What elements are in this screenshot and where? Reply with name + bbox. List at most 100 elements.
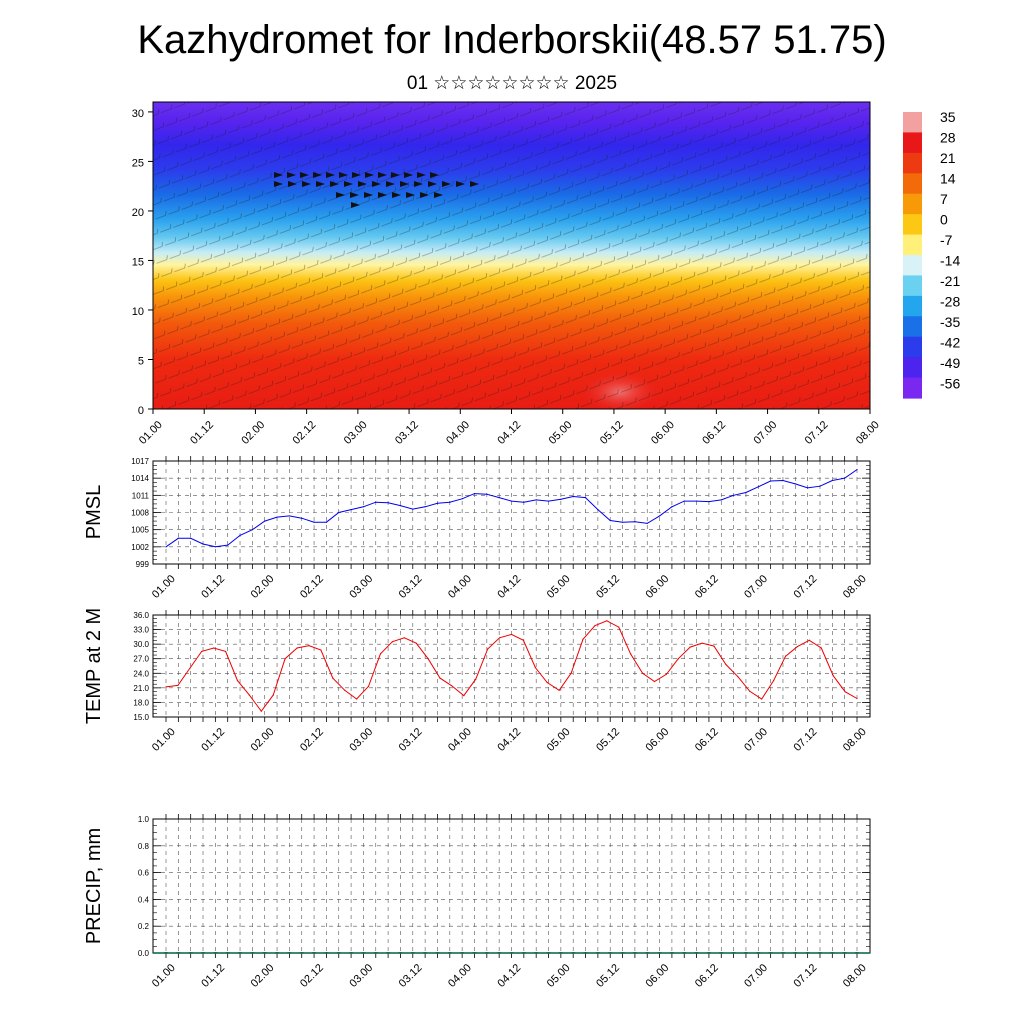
pmsl-ytick-label: 1014 — [131, 474, 149, 483]
temp-xtick-label: 05.00 — [545, 726, 573, 754]
temp-data-point — [737, 676, 739, 678]
wind-arrow — [386, 181, 395, 187]
temp-data-point — [844, 691, 846, 693]
temp-data-point — [677, 658, 679, 660]
temp-xtick-label: 03.12 — [397, 726, 425, 754]
heatmap-xtick-label: 05.00 — [547, 419, 575, 447]
precip-xtick-label: 05.00 — [545, 962, 573, 990]
pmsl-xtick-label: 06.12 — [693, 573, 721, 601]
pmsl-data-point — [634, 521, 636, 523]
pmsl-data-point — [658, 515, 661, 517]
precip-xtick-label: 01.12 — [199, 962, 227, 990]
wind-arrow — [300, 172, 309, 178]
colorbar-label: -14 — [940, 253, 960, 269]
pmsl-data-point — [190, 537, 192, 539]
colorbar-label: -7 — [940, 232, 953, 248]
pmsl-data-point — [720, 499, 722, 501]
pmsl-data-point — [288, 515, 290, 517]
pmsl-data-point — [251, 529, 253, 531]
temp-xtick-label: 05.12 — [594, 726, 622, 754]
pmsl-panel: 999 1002 1005 1008 1011 1014 1017 01.00 01.12 02.… — [83, 456, 871, 601]
precip-xtick-label: 07.12 — [792, 962, 820, 990]
colorbar-swatch — [903, 275, 922, 297]
precip-xtick-label: 03.12 — [397, 962, 425, 990]
pmsl-data-point — [461, 498, 463, 500]
pmsl-data-point — [362, 506, 365, 508]
pmsl-data-point — [486, 493, 488, 495]
wind-arrow — [470, 181, 479, 187]
wind-arrow — [391, 172, 400, 178]
temp-data-point — [498, 637, 501, 639]
pmsl-data-point — [473, 493, 476, 495]
colorbar-label: -42 — [940, 335, 960, 351]
pmsl-data-point — [708, 501, 710, 503]
colorbar-swatch — [903, 377, 922, 399]
temp-xtick-label: 02.00 — [249, 726, 277, 754]
heatmap-ytick-label: 10 — [132, 306, 144, 318]
pmsl-data-point — [177, 537, 179, 539]
precip-xtick-label: 04.12 — [495, 962, 523, 990]
pmsl-data-point — [239, 534, 241, 536]
temp-data-point — [367, 685, 370, 688]
wind-arrow — [420, 192, 429, 198]
precip-panel: 0.0 0.2 0.4 0.6 0.8 1.0 01.00 01.12 02.00 02.12 03… — [83, 814, 871, 990]
temp-data-point — [534, 666, 536, 669]
colorbar-label: -35 — [940, 314, 960, 330]
temp-ytick-label: 18.0 — [133, 698, 149, 707]
temp-data-point — [832, 675, 834, 677]
pmsl-data-point — [535, 499, 537, 501]
wind-arrow — [351, 202, 360, 208]
pmsl-xtick-label: 08.00 — [841, 573, 869, 601]
colorbar-swatch — [903, 152, 922, 174]
pmsl-xtick-label: 06.00 — [643, 573, 671, 601]
pmsl-data-point — [856, 468, 858, 471]
pmsl-xtick-label: 04.12 — [495, 573, 523, 601]
heatmap-xtick-label: 05.12 — [598, 419, 626, 447]
precip-xtick-label: 02.12 — [298, 962, 326, 990]
pmsl-data-point — [276, 516, 278, 518]
temp-data-point — [224, 650, 227, 653]
temp-xtick-label: 04.12 — [495, 726, 523, 754]
temp-data-point — [618, 626, 620, 628]
wind-arrow — [456, 181, 465, 187]
precip-xtick-label: 03.00 — [347, 962, 375, 990]
wind-arrow — [316, 181, 325, 187]
heatmap-xtick-label: 06.00 — [649, 419, 677, 447]
precip-xtick-label: 01.00 — [150, 962, 178, 990]
pmsl-data-point — [214, 546, 216, 548]
pmsl-xtick-label: 03.12 — [397, 573, 425, 601]
colorbar-swatch — [903, 173, 922, 195]
temp-data-point — [522, 639, 525, 641]
heatmap-ytick-label: 5 — [138, 355, 144, 367]
colorbar-label: -49 — [940, 355, 960, 371]
colorbar-label: 35 — [940, 109, 956, 125]
colorbar-swatch — [903, 214, 922, 236]
pmsl-data-point — [609, 519, 611, 522]
temp-data-point — [653, 680, 656, 683]
temp-data-point — [630, 653, 632, 655]
colorbar-swatch — [903, 112, 922, 134]
temp-data-point — [213, 647, 215, 649]
pmsl-xtick-label: 05.00 — [545, 573, 573, 601]
pmsl-data-point — [547, 500, 550, 502]
wind-arrow — [352, 172, 361, 178]
temp-ytick-label: 36.0 — [133, 611, 149, 620]
pmsl-data-point — [597, 509, 599, 511]
wind-arrow — [414, 181, 423, 187]
temp-data-point — [248, 694, 250, 696]
pmsl-data-point — [782, 479, 784, 482]
wind-arrow — [392, 192, 401, 198]
temp-data-point — [689, 646, 691, 648]
wind-arrow — [406, 192, 415, 198]
pmsl-data-point — [510, 500, 513, 502]
pmsl-data-point — [572, 495, 574, 498]
colorbar-label: 0 — [940, 212, 948, 228]
wind-arrow — [274, 172, 283, 178]
pmsl-data-point — [498, 497, 500, 499]
heatmap-xtick-label: 08.00 — [854, 419, 882, 447]
pmsl-data-point — [523, 501, 525, 503]
wind-arrow — [434, 192, 443, 198]
temp-data-point — [344, 689, 346, 691]
temp-xtick-label: 02.12 — [298, 726, 326, 754]
pmsl-xtick-label: 01.12 — [199, 573, 227, 601]
